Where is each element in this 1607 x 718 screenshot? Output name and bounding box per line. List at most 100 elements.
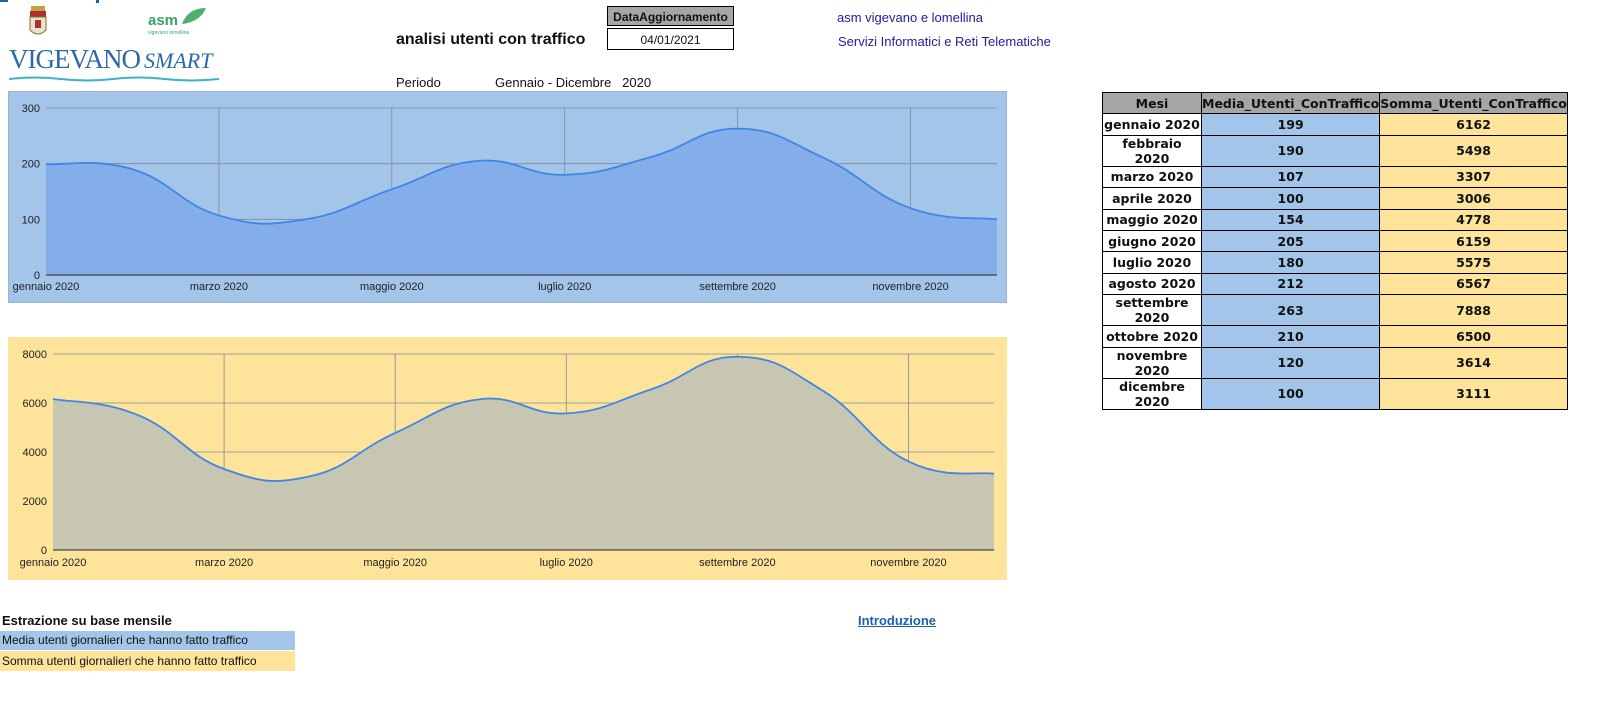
somma-chart-svg: 0 2000 4000 6000 8000 gennaio 2020 marzo 2020 m… [20,349,995,569]
page-title: analisi utenti con traffico [396,31,586,48]
cell-media[interactable]: 205 [1200,229,1381,253]
legend-media: Media utenti giornalieri che hanno fatto… [0,631,295,650]
leaf-icon [182,8,206,24]
somma-chart[interactable]: 0 2000 4000 6000 8000 gennaio 2020 marzo 2020 m… [8,337,1007,580]
x-tick-label: settembre 2020 [699,281,775,293]
table-row: novembre 2020 120 3614 [1102,346,1568,379]
x-tick-label: luglio 2020 [538,281,591,293]
cell-mese[interactable]: novembre 2020 [1102,346,1202,379]
monthly-data-table: Mesi Media_Utenti_ConTraffico Somma_Uten… [1102,91,1568,410]
y-tick-label: 300 [22,103,40,115]
y-tick-label: 200 [22,159,40,171]
table-row: settembre 2020 263 7888 [1102,294,1568,327]
series-line [52,355,995,482]
media-chart[interactable]: 0 100 200 300 gennaio 2020 marzo 2020 maggio 2… [8,91,1007,303]
cell-mese[interactable]: giugno 2020 [1102,229,1202,253]
series-area [46,128,997,275]
asm-logo-subtext: vigevano lomellina [148,30,190,36]
x-tick-label: settembre 2020 [699,557,775,569]
x-tick-label: novembre 2020 [870,557,946,569]
cell-mese[interactable]: febbraio 2020 [1102,134,1202,167]
cell-media[interactable]: 100 [1200,377,1381,410]
cell-somma[interactable]: 7888 [1379,294,1568,327]
cell-somma[interactable]: 5498 [1379,134,1568,167]
table-row: gennaio 2020 199 6162 [1102,113,1568,136]
table-row: dicembre 2020 100 3111 [1102,377,1568,410]
vigevano-logo-text: VIGEVANO [9,44,141,74]
cell-somma[interactable]: 5575 [1379,251,1568,274]
x-tick-label: marzo 2020 [195,557,253,569]
cell-media[interactable]: 190 [1200,134,1381,167]
table-row: maggio 2020 154 4778 [1102,208,1568,231]
intro-link[interactable]: Introduzione [858,613,936,628]
table-row: luglio 2020 180 5575 [1102,251,1568,274]
x-tick-label: gennaio 2020 [20,557,87,569]
header-somma[interactable]: Somma_Utenti_ConTraffico [1379,91,1568,115]
cell-mese[interactable]: settembre 2020 [1102,294,1202,327]
period-value: Gennaio - Dicembre 2020 [495,75,652,90]
table-row: giugno 2020 205 6159 [1102,229,1568,253]
cell-mese[interactable]: gennaio 2020 [1102,113,1202,136]
cell-media[interactable]: 100 [1200,187,1381,210]
header-mesi[interactable]: Mesi [1102,91,1202,115]
org-department: Servizi Informatici e Reti Telematiche [838,34,1051,49]
cell-somma[interactable]: 3614 [1379,346,1568,379]
x-tick-label: marzo 2020 [190,281,248,293]
x-tick-label: maggio 2020 [360,281,424,293]
org-name: asm vigevano e lomellina [837,10,983,25]
date-update-label: DataAggiornamento [607,6,734,26]
cell-somma[interactable]: 3006 [1379,187,1568,210]
cell-media[interactable]: 212 [1200,272,1381,296]
cell-mese[interactable]: maggio 2020 [1102,208,1202,231]
cell-mese[interactable]: ottobre 2020 [1102,325,1202,348]
cell-mese[interactable]: agosto 2020 [1102,272,1202,296]
table-row: agosto 2020 212 6567 [1102,272,1568,296]
x-tick-label: luglio 2020 [540,557,593,569]
cell-media[interactable]: 180 [1200,251,1381,274]
y-tick-label: 8000 [23,349,47,361]
y-tick-label: 0 [41,545,47,557]
cell-media[interactable]: 107 [1200,165,1381,189]
cell-somma[interactable]: 6500 [1379,325,1568,348]
x-tick-label: novembre 2020 [872,281,948,293]
series-line [45,127,998,225]
series-area [53,356,994,550]
date-update-value[interactable]: 04/01/2021 [607,28,734,50]
cell-media[interactable]: 263 [1200,294,1381,327]
header-media[interactable]: Media_Utenti_ConTraffico [1200,91,1381,115]
city-crest-icon [29,6,47,35]
cell-media[interactable]: 120 [1200,346,1381,379]
asm-logo: asm vigevano lomellina [148,6,218,36]
media-chart-svg: 0 100 200 300 gennaio 2020 marzo 2020 maggio 2… [13,103,998,293]
cell-somma[interactable]: 6567 [1379,272,1568,296]
table-row: ottobre 2020 210 6500 [1102,325,1568,348]
cell-somma[interactable]: 6159 [1379,229,1568,253]
y-tick-label: 6000 [23,398,47,410]
period-label: Periodo [396,75,441,90]
y-tick-label: 100 [22,214,40,226]
cell-somma[interactable]: 3111 [1379,377,1568,410]
cell-mese[interactable]: marzo 2020 [1102,165,1202,189]
table-row: marzo 2020 107 3307 [1102,165,1568,189]
table-row: aprile 2020 100 3006 [1102,187,1568,210]
table-header-row: Mesi Media_Utenti_ConTraffico Somma_Uten… [1102,91,1568,115]
y-tick-label: 0 [34,270,40,282]
cell-media[interactable]: 154 [1200,208,1381,231]
cell-mese[interactable]: luglio 2020 [1102,251,1202,274]
cell-somma[interactable]: 4778 [1379,208,1568,231]
smart-logo-text: SMART [144,48,213,73]
cell-somma[interactable]: 6162 [1379,113,1568,136]
cell-mese[interactable]: aprile 2020 [1102,187,1202,210]
asm-logo-text: asm [148,12,179,29]
x-tick-label: maggio 2020 [363,557,427,569]
top-link-mark[interactable] [96,0,99,3]
cell-media[interactable]: 199 [1200,113,1381,136]
y-tick-label: 4000 [23,447,47,459]
top-link-mark[interactable] [0,0,8,2]
cell-mese[interactable]: dicembre 2020 [1102,377,1202,410]
y-tick-label: 2000 [23,496,47,508]
cell-somma[interactable]: 3307 [1379,165,1568,189]
cell-media[interactable]: 210 [1200,325,1381,348]
table-row: febbraio 2020 190 5498 [1102,134,1568,167]
extraction-note: Estrazione su base mensile [2,613,172,628]
